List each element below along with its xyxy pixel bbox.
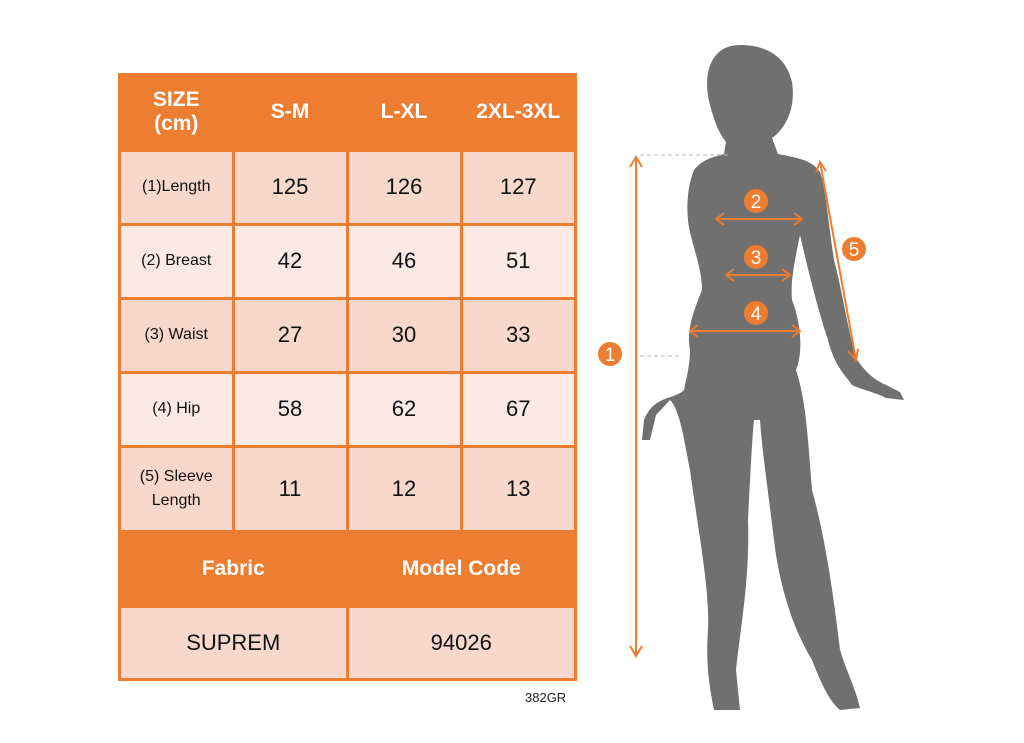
table-cell: 46 [348,225,460,297]
column-header: L-XL [380,100,428,124]
fabric-header: Fabric [201,556,265,580]
table-cell: 33 [462,299,574,371]
model-code-value: 94026 [348,607,574,678]
model-code-header: Model Code [401,556,521,580]
column-header: SIZE (cm) [152,88,200,136]
marker-number: 2 [751,192,762,213]
body-measurement-figure: 1 2 3 4 5 [598,45,904,710]
product-code: 382GR [525,690,567,705]
marker-circle [744,301,768,325]
marker-number: 3 [751,248,762,269]
woman-silhouette [642,45,904,710]
marker-circle [842,237,866,261]
row-label: (5) Sleeve Length [121,447,232,530]
table-cell: 42 [234,225,346,297]
row-label: (2) Breast [121,225,232,297]
marker-circle [744,189,768,213]
table-cell: 51 [462,225,574,297]
table-cell: 67 [462,373,574,445]
table-cell: 58 [234,373,346,445]
marker-number: 5 [849,240,860,261]
table-cell: 126 [348,151,460,223]
table-cell: 125 [234,151,346,223]
table-cell: 12 [348,447,460,530]
row-label: (3) Waist [121,299,232,371]
table-cell: 13 [462,447,574,530]
column-header: S-M [270,100,310,124]
size-chart-table: SIZE (cm) S-M L-XL 2XL-3XL (1)Length 125 126 12… [118,73,577,681]
table-cell: 62 [348,373,460,445]
fabric-value: SUPREM [121,607,346,678]
table-cell: 11 [234,447,346,530]
table-cell: 127 [462,151,574,223]
table-cell: 30 [348,299,460,371]
marker-circle [744,245,768,269]
marker-number: 4 [751,304,762,325]
row-label: (1)Length [121,151,232,223]
column-header: 2XL-3XL [476,100,561,124]
row-label: (4) Hip [121,373,232,445]
table-cell: 27 [234,299,346,371]
marker-number: 1 [605,345,616,366]
marker-circle [598,342,622,366]
